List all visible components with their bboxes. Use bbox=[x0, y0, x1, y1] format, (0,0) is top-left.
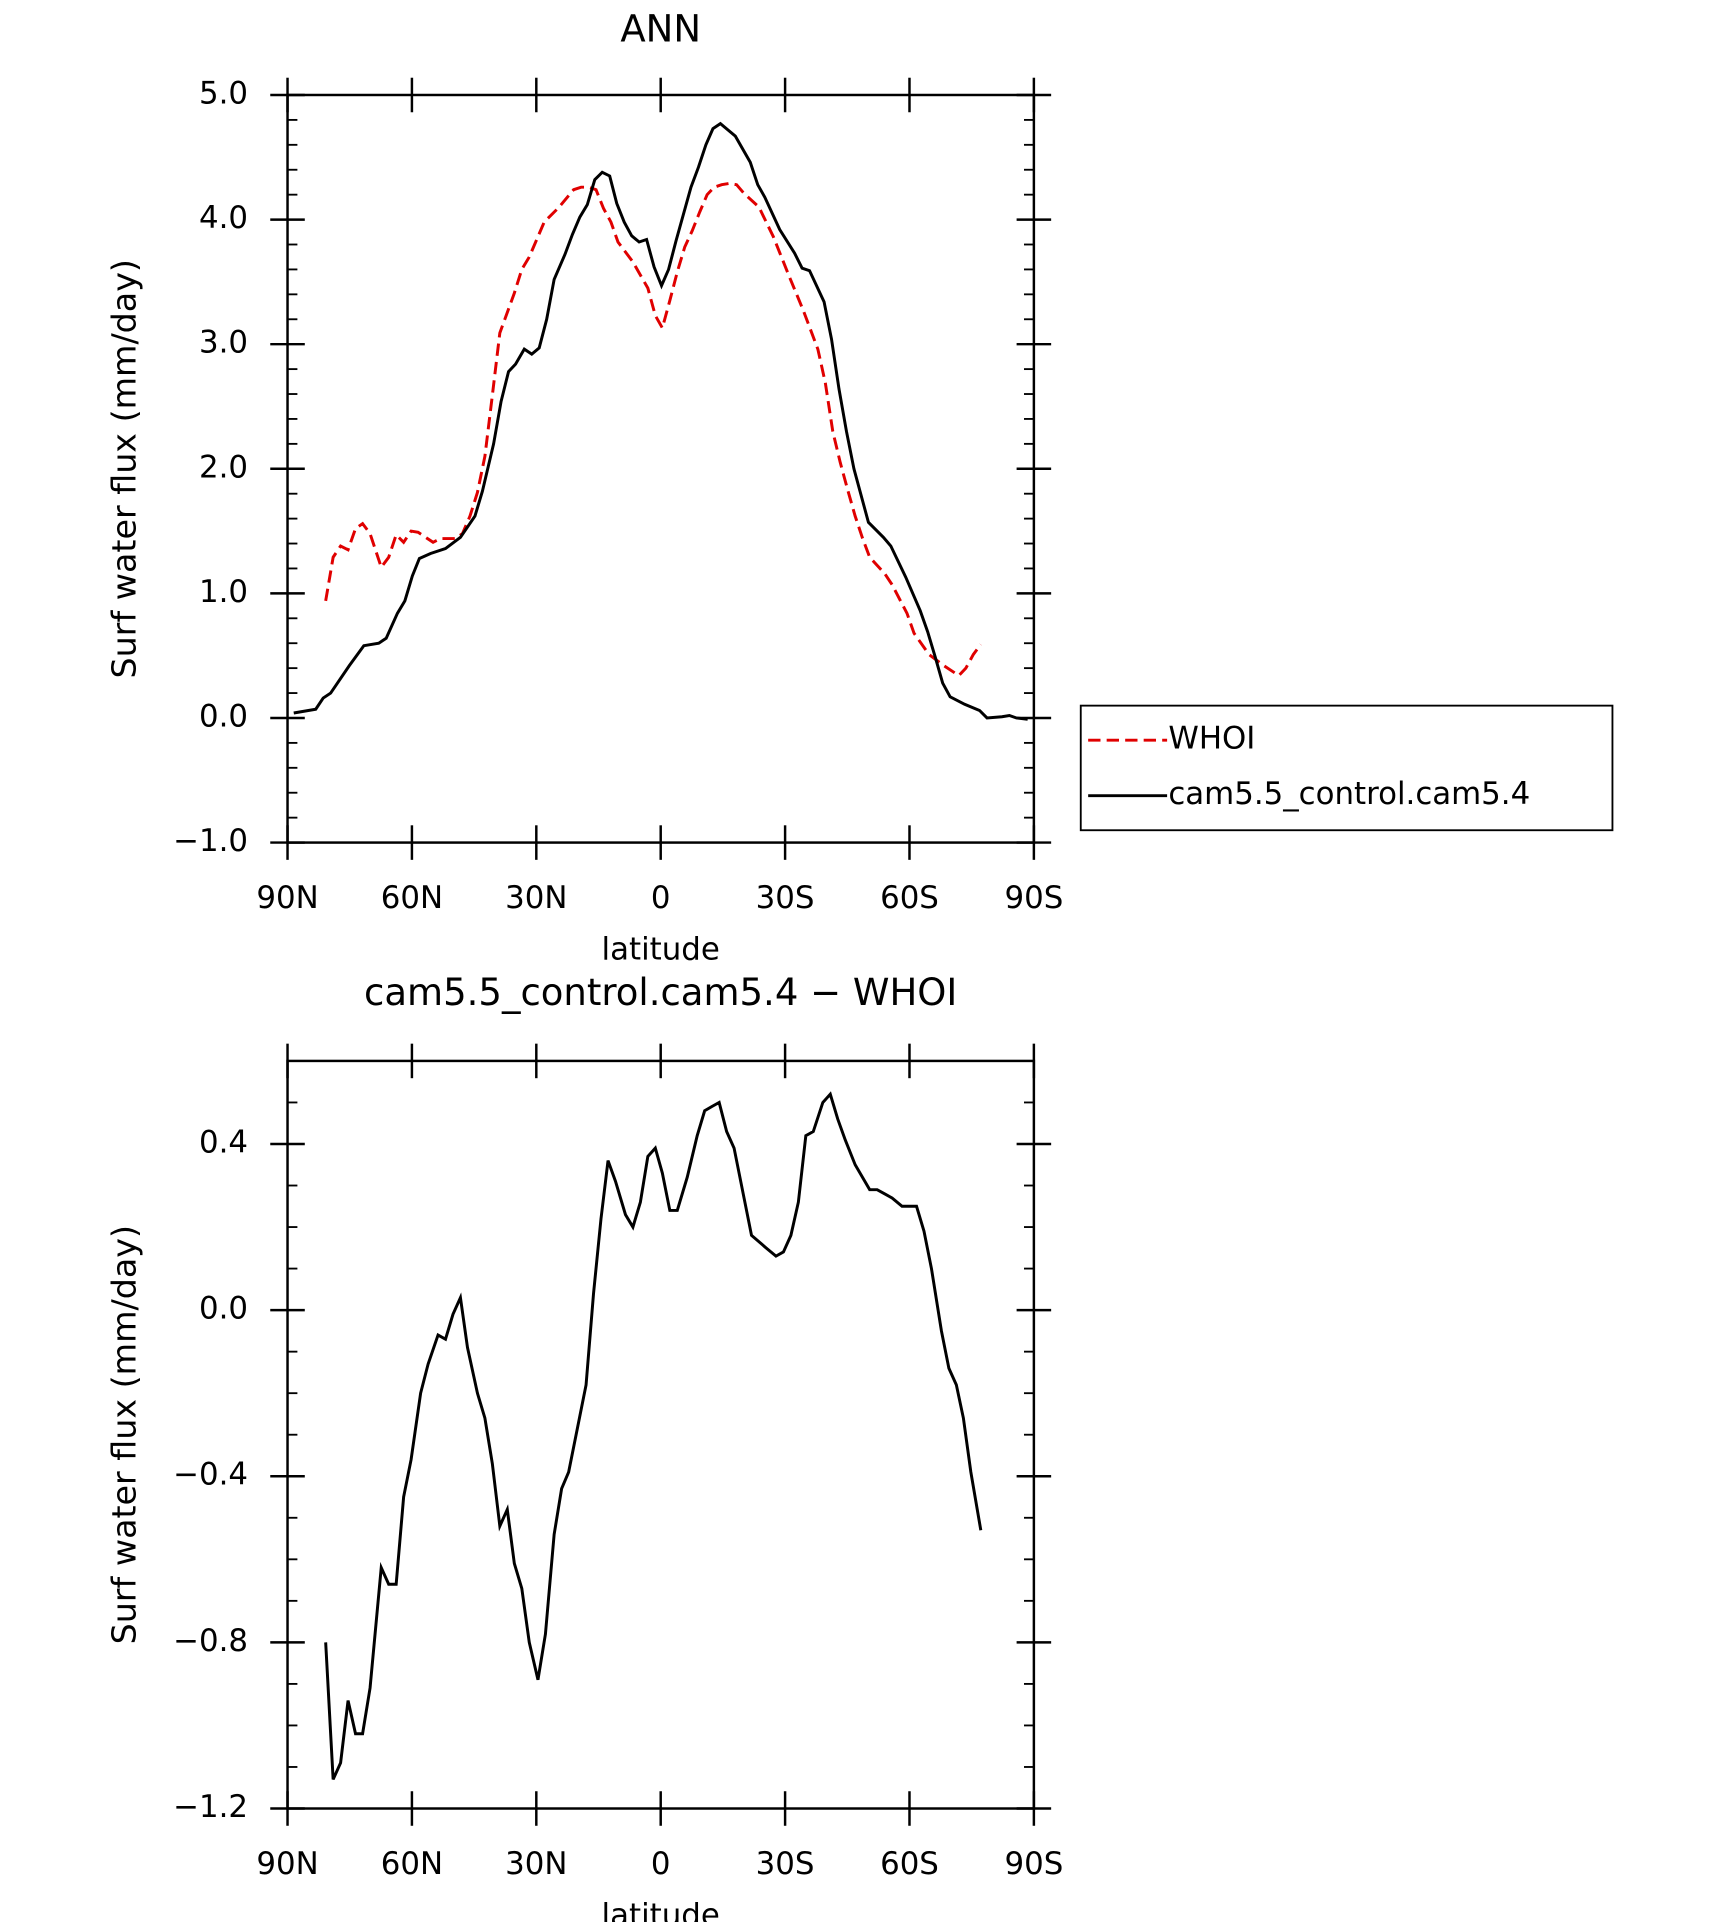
y-axis-label: Surf water flux (mm/day) bbox=[104, 1225, 143, 1644]
x-tick-label: 90S bbox=[1004, 880, 1063, 916]
x-tick-label: 60S bbox=[880, 880, 939, 916]
data-line bbox=[293, 121, 1028, 721]
y-tick-label: −0.8 bbox=[173, 1623, 248, 1659]
x-axis-label: latitude bbox=[602, 932, 720, 968]
x-tick-label: 90S bbox=[1004, 1846, 1063, 1882]
x-tick-label: 30N bbox=[505, 880, 567, 916]
legend-box bbox=[1079, 704, 1614, 832]
y-tick-label: 3.0 bbox=[199, 325, 248, 361]
x-tick-label: 0 bbox=[651, 1846, 671, 1882]
x-tick-label: 30S bbox=[756, 880, 815, 916]
legend-label: cam5.5_control.cam5.4 bbox=[1168, 776, 1530, 812]
y-tick-label: −0.4 bbox=[173, 1457, 248, 1493]
y-tick-label: −1.2 bbox=[173, 1789, 248, 1825]
y-tick-label: 5.0 bbox=[199, 75, 248, 111]
x-axis-label: latitude bbox=[602, 1898, 720, 1922]
x-tick-label: 60N bbox=[381, 1846, 443, 1882]
x-tick-label: 60S bbox=[880, 1846, 939, 1882]
y-tick-label: 1.0 bbox=[199, 574, 248, 610]
legend-label: WHOI bbox=[1168, 721, 1255, 757]
y-tick-label: −1.0 bbox=[173, 823, 248, 859]
plot-frame bbox=[286, 1059, 1036, 1810]
x-tick-label: 30S bbox=[756, 1846, 815, 1882]
y-axis-label: Surf water flux (mm/day) bbox=[104, 259, 143, 678]
x-tick-label: 90N bbox=[256, 1846, 318, 1882]
plot-frame bbox=[286, 93, 1036, 844]
y-tick-label: 2.0 bbox=[199, 449, 248, 485]
x-tick-label: 0 bbox=[651, 880, 671, 916]
data-line bbox=[324, 181, 982, 678]
x-tick-label: 30N bbox=[505, 1846, 567, 1882]
y-tick-label: 0.0 bbox=[199, 698, 248, 734]
x-tick-label: 60N bbox=[381, 880, 443, 916]
y-tick-label: 0.0 bbox=[199, 1291, 248, 1327]
data-line bbox=[324, 1091, 983, 1781]
chart-title: cam5.5_control.cam5.4 − WHOI bbox=[364, 971, 957, 1014]
y-tick-label: 4.0 bbox=[199, 200, 248, 236]
x-tick-label: 90N bbox=[256, 880, 318, 916]
chart-title: ANN bbox=[620, 7, 701, 50]
y-tick-label: 0.4 bbox=[199, 1124, 248, 1160]
